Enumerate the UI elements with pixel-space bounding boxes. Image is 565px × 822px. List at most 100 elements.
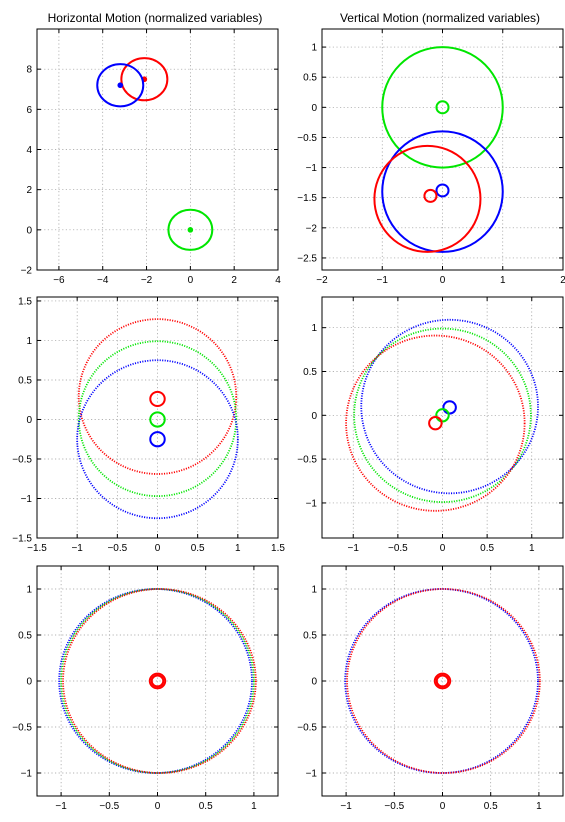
axes-frame	[36, 28, 279, 271]
y-tick-label: −2.5	[297, 253, 317, 264]
x-tick-label: −1	[377, 275, 389, 286]
x-tick-label: −2	[141, 275, 153, 286]
title-horizontal-motion: Horizontal Motion (normalized variables)	[48, 11, 263, 25]
blue-orbit-circle	[96, 63, 145, 108]
panel-5: −1 −0.5 0 0.5 1 −1 −0.5 0 0.5 1	[12, 565, 279, 812]
y-tick-label: −1	[21, 769, 33, 780]
axes-frame	[36, 296, 279, 539]
red-orbit-circle	[423, 188, 438, 203]
red-orbit-circle	[120, 57, 169, 102]
x-tick-label: 0	[440, 801, 446, 812]
x-tick-label: 1	[500, 275, 506, 286]
y-tick-label: −0.5	[297, 133, 317, 144]
y-tick-label: −2	[21, 266, 33, 277]
red-orbit-circle	[373, 144, 482, 253]
y-tick-label: 4	[26, 145, 32, 156]
y-tick-label: −1.5	[297, 193, 317, 204]
x-tick-label: −4	[97, 275, 109, 286]
x-tick-label: 0	[188, 275, 194, 286]
y-tick-label: 8	[26, 65, 32, 76]
y-tick-label: 1	[26, 336, 32, 347]
panel-data	[58, 588, 257, 774]
x-tick-label: 0.5	[484, 801, 498, 812]
y-tick-label: −1.5	[12, 534, 32, 545]
panel-data	[96, 57, 214, 251]
x-tick-label: −1	[71, 543, 83, 554]
x-tick-label: 0	[155, 543, 161, 554]
x-tick-label: 2	[231, 275, 237, 286]
axes-frame	[36, 565, 279, 797]
x-tick-label: 4	[275, 275, 281, 286]
y-tick-label: 6	[26, 105, 32, 116]
red-orbit-circle	[428, 416, 443, 431]
y-tick-label: 0.5	[303, 73, 317, 84]
x-tick-label: −2	[316, 275, 328, 286]
x-tick-label: 0	[155, 801, 161, 812]
green-orbit-circle	[435, 100, 450, 115]
y-tick-label: 0	[311, 677, 317, 688]
green-orbit-circle	[77, 340, 238, 498]
red-orbit-circle	[433, 672, 452, 690]
x-tick-label: −6	[53, 275, 65, 286]
blue-orbit-circle	[360, 318, 539, 495]
axes-frame	[321, 296, 564, 539]
y-tick-label: −2	[306, 223, 318, 234]
y-tick-label: 1	[311, 585, 317, 596]
y-tick-label: 0.5	[18, 631, 32, 642]
x-tick-label: 1	[235, 543, 241, 554]
x-tick-label: 0.5	[199, 801, 213, 812]
x-tick-label: −1.5	[27, 543, 47, 554]
green-orbit-circle	[435, 408, 450, 423]
y-tick-label: 0.5	[303, 631, 317, 642]
x-tick-label: 0.5	[480, 543, 494, 554]
y-tick-label: 0	[26, 225, 32, 236]
x-tick-label: 1	[251, 801, 257, 812]
panel-data	[76, 318, 239, 520]
blue-orbit-circle	[381, 130, 504, 253]
blue-orbit-circle	[58, 588, 253, 774]
panel-6: −1 −0.5 0 0.5 1 −1 −0.5 0 0.5 1	[297, 565, 564, 812]
x-tick-label: 0	[440, 543, 446, 554]
x-tick-label: 1	[529, 543, 535, 554]
red-orbit-circle	[148, 672, 167, 690]
y-tick-label: −1	[306, 769, 318, 780]
x-tick-label: 0	[440, 275, 446, 286]
y-tick-label: 0	[26, 415, 32, 426]
green-orbit-circle	[149, 411, 166, 428]
blue-orbit-circle	[442, 400, 457, 415]
panel-data	[373, 46, 504, 253]
panel-data	[345, 318, 539, 512]
y-tick-label: −1	[21, 494, 33, 505]
x-tick-label: −1	[348, 543, 360, 554]
y-tick-label: 1.5	[18, 296, 32, 307]
x-tick-label: 2	[560, 275, 565, 286]
red-orbit-circle	[150, 674, 165, 688]
panel-data	[344, 588, 541, 774]
red-orbit-circle	[149, 390, 166, 408]
panel-1: −6 −4 −2 0 2 4 −2 0 2 4 6 8	[21, 28, 281, 286]
blue-orbit-circle	[344, 588, 539, 774]
x-tick-label: −0.5	[388, 543, 408, 554]
x-tick-label: −0.5	[107, 543, 127, 554]
axes-frame	[321, 565, 564, 797]
blue-orbit-circle	[435, 183, 450, 198]
axes-frame	[321, 28, 564, 271]
x-tick-label: −0.5	[384, 801, 404, 812]
x-tick-label: −1	[340, 801, 352, 812]
x-tick-label: −1	[55, 801, 67, 812]
green-orbit-circle	[60, 588, 255, 774]
y-tick-label: 0.5	[18, 375, 32, 386]
panel-4: −1 −0.5 0 0.5 1 −1 −0.5 0 0.5 1	[297, 296, 564, 554]
x-tick-label: 1	[536, 801, 542, 812]
green-orbit-circle	[381, 46, 504, 169]
y-tick-label: 0.5	[303, 367, 317, 378]
y-tick-label: 2	[26, 185, 32, 196]
y-tick-label: −1	[306, 163, 318, 174]
y-tick-label: 1	[311, 43, 317, 54]
title-vertical-motion: Vertical Motion (normalized variables)	[340, 11, 540, 25]
red-orbit-circle	[77, 318, 238, 475]
y-tick-label: 1	[311, 323, 317, 334]
y-tick-label: −0.5	[12, 723, 32, 734]
y-tick-label: 0	[311, 103, 317, 114]
